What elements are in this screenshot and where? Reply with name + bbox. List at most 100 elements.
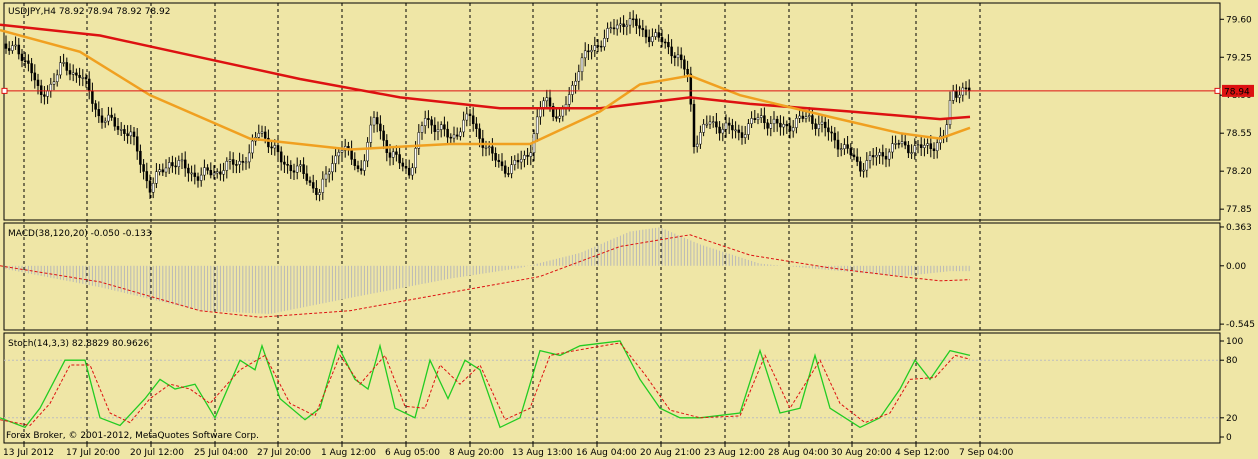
candle-body — [702, 123, 705, 133]
candle-body — [206, 167, 209, 171]
x-tick-label: 27 Jul 20:00 — [257, 448, 311, 458]
candle-body — [670, 46, 673, 57]
candle-body — [247, 152, 251, 163]
candle-body — [395, 151, 398, 155]
x-tick-label: 6 Aug 05:00 — [385, 448, 440, 458]
candle-body — [27, 60, 30, 64]
candle-body — [820, 121, 824, 125]
candle-body — [907, 144, 910, 154]
candle-body — [561, 108, 565, 117]
candle-body — [11, 45, 14, 51]
candle-body — [513, 160, 517, 165]
candle-body — [747, 123, 750, 135]
candle-body — [756, 117, 760, 120]
candle-body — [711, 121, 715, 123]
candle-body — [452, 134, 456, 139]
candle-body — [142, 164, 145, 172]
candle-body — [897, 143, 901, 145]
candle-body — [97, 109, 101, 117]
candle-body — [7, 48, 11, 51]
candle-body — [817, 123, 821, 129]
candle-body — [337, 152, 341, 157]
candle-body — [30, 63, 33, 74]
candle-body — [334, 155, 337, 164]
candle-body — [363, 160, 366, 171]
candle-body — [545, 97, 549, 102]
candle-body — [599, 45, 603, 48]
candle-body — [843, 144, 846, 149]
candle-body — [737, 129, 741, 133]
candle-body — [766, 122, 769, 129]
candle-body — [36, 79, 40, 86]
y-tick-label: 0.363 — [1226, 223, 1252, 233]
candle-body — [836, 139, 840, 150]
candle-body — [788, 125, 792, 132]
candle-body — [695, 143, 699, 148]
candle-body — [382, 130, 385, 141]
candle-body — [580, 57, 584, 73]
candle-body — [366, 142, 369, 162]
candle-body — [609, 27, 613, 29]
current-price-badge — [1222, 84, 1254, 97]
candle-body — [875, 155, 878, 158]
candle-body — [635, 18, 638, 26]
candle-body — [116, 126, 120, 130]
candle-body — [263, 131, 267, 139]
candle-body — [622, 23, 625, 27]
candle-body — [548, 97, 552, 107]
panel-frame-3 — [3, 332, 1221, 444]
candle-body — [315, 187, 318, 195]
candle-body — [439, 124, 443, 130]
price-line-handle-left[interactable] — [1, 87, 8, 94]
candle-body — [129, 131, 133, 137]
ma-fast-line — [0, 28, 971, 151]
candle-body — [145, 171, 149, 182]
candle-body — [449, 136, 453, 139]
candle-body — [238, 160, 241, 165]
candle-body — [404, 165, 408, 169]
candle-body — [948, 100, 952, 125]
candle-body — [964, 87, 968, 90]
candle-body — [65, 62, 69, 71]
candle-body — [251, 140, 254, 154]
panel-frame-2 — [3, 222, 1221, 331]
candle-body — [110, 114, 113, 118]
candle-body — [535, 116, 539, 134]
candle-body — [811, 115, 814, 124]
candle-body — [705, 123, 709, 126]
candle-body — [295, 165, 299, 173]
candle-body — [222, 170, 225, 175]
price-line-handle-right[interactable] — [1214, 87, 1221, 94]
candle-body — [417, 132, 421, 149]
candle-body — [158, 169, 161, 173]
x-tick-label: 4 Sep 12:00 — [895, 448, 950, 458]
candle-body — [260, 131, 264, 134]
candle-body — [955, 90, 958, 98]
candle-body — [795, 118, 798, 128]
candle-body — [865, 160, 869, 171]
candle-body — [625, 24, 629, 27]
candle-body — [631, 18, 635, 21]
candle-body — [321, 178, 325, 193]
y-tick-label: 0.00 — [1226, 262, 1246, 272]
candle-body — [683, 59, 686, 70]
candle-body — [807, 115, 811, 117]
candle-body — [647, 36, 651, 43]
candle-body — [423, 118, 427, 126]
candle-body — [753, 118, 757, 120]
candle-body — [619, 23, 622, 26]
candle-body — [660, 37, 664, 43]
candle-body — [484, 146, 488, 149]
candle-body — [823, 121, 827, 129]
candle-body — [94, 103, 97, 110]
candle-body — [39, 85, 43, 95]
candle-body — [497, 159, 501, 162]
candle-body — [663, 41, 667, 44]
candle-body — [638, 25, 641, 29]
candle-body — [372, 117, 376, 126]
x-tick-label: 28 Aug 04:00 — [768, 448, 829, 458]
y-tick-label: -0.545 — [1226, 320, 1255, 330]
candle-body — [814, 123, 817, 129]
candle-body — [606, 28, 609, 39]
